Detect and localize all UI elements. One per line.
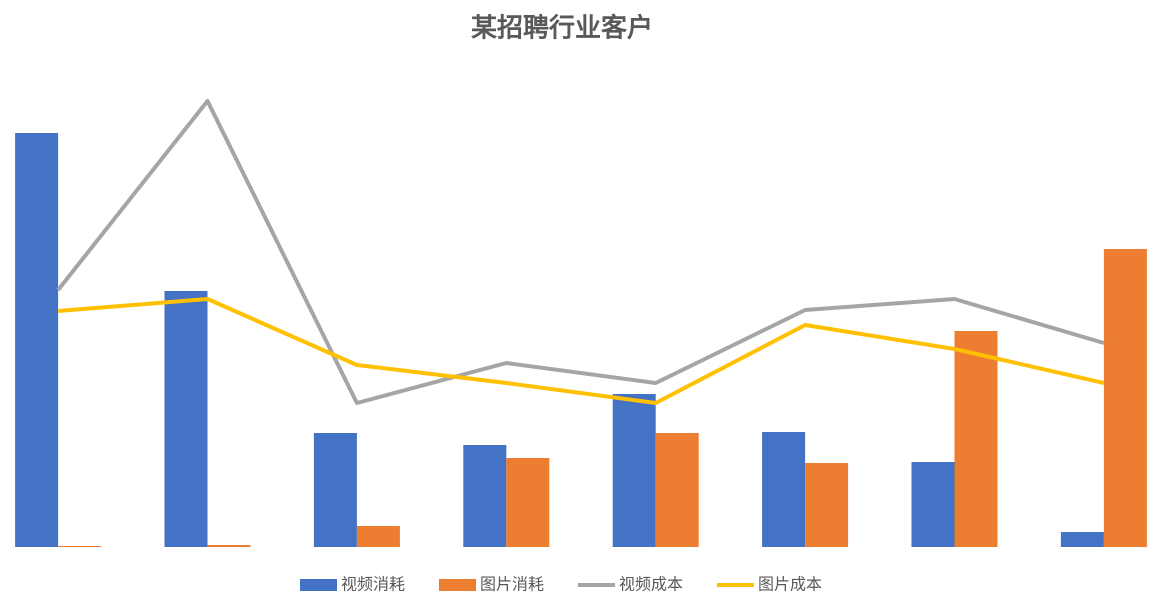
bar	[612, 394, 656, 547]
legend-label: 图片消耗	[480, 575, 544, 594]
line	[57, 297, 1105, 405]
chart-title: 某招聘行业客户	[471, 13, 653, 44]
legend-label: 视频消耗	[341, 575, 405, 594]
bar	[506, 458, 550, 547]
bar	[58, 546, 102, 547]
bar	[1103, 249, 1147, 547]
bar	[164, 291, 208, 547]
line	[56, 99, 1105, 405]
legend-swatch	[300, 579, 337, 591]
bar	[463, 445, 507, 547]
legend-label: 视频成本	[619, 575, 683, 594]
bar	[954, 331, 998, 547]
bar	[1060, 532, 1104, 547]
bar	[911, 462, 955, 547]
bar	[207, 545, 251, 547]
bar	[15, 133, 59, 547]
bar	[356, 526, 400, 547]
legend-label: 图片成本	[758, 575, 822, 594]
bar	[655, 433, 699, 547]
bar	[313, 433, 357, 547]
bar	[762, 432, 806, 547]
legend-swatch	[439, 579, 476, 591]
bar	[805, 463, 849, 547]
